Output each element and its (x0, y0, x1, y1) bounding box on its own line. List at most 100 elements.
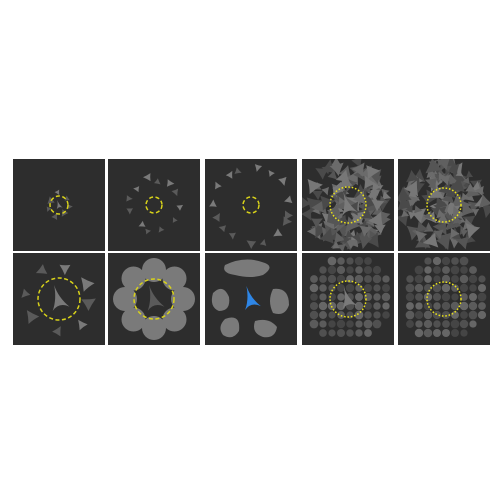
distractor-fragment (429, 184, 444, 199)
target-shape (245, 286, 261, 311)
distractor-disk (121, 266, 146, 291)
target-shape (56, 200, 63, 210)
distractor-disk (319, 275, 327, 283)
distractor-fragment (133, 186, 140, 193)
distractor-fragment (51, 213, 58, 221)
stimulus-dense-disks-target (309, 256, 391, 338)
distractor-fragment (282, 216, 293, 226)
panel-row2-col1 (13, 253, 105, 345)
distractor-disk (478, 302, 486, 310)
distractor-fragment (452, 215, 462, 225)
distractor-disk (433, 275, 441, 283)
distractor-fragment (435, 233, 452, 251)
distractor-disk (441, 328, 451, 338)
distractor-fragment (61, 209, 69, 217)
distractor-disk (460, 293, 468, 301)
distractor-fragment (349, 211, 364, 224)
distractor-fragment (409, 208, 427, 224)
stimulus-small-fragments (46, 189, 73, 221)
distractor-disk (121, 307, 146, 332)
distractor-disk (346, 266, 354, 274)
distractor-fragment (478, 194, 490, 208)
distractor-disk (469, 320, 477, 328)
distractor-disk (405, 292, 415, 302)
distractor-disk (432, 292, 442, 302)
distractor-disk (442, 320, 450, 328)
distractor-disk (414, 283, 424, 293)
distractor-fragment (234, 167, 242, 174)
distractor-fragment (481, 203, 490, 219)
distractor-fragment (176, 204, 184, 211)
distractor-disk (382, 302, 390, 310)
distractor-fragment (218, 225, 227, 233)
distractor-fragment (401, 209, 410, 218)
target-shape (342, 287, 357, 310)
panel-row2-col5 (398, 253, 490, 345)
distractor-fragment (364, 175, 376, 189)
distractor-fragment (172, 217, 178, 223)
distractor-disk (433, 320, 441, 328)
distractor-disk (162, 307, 187, 332)
distractor-disk (451, 284, 459, 292)
stimulus-dense-fragments (398, 159, 490, 251)
distractor-fragment (284, 195, 293, 204)
distractor-fragment (138, 220, 146, 227)
distractor-disk (328, 284, 336, 292)
distractor-disk (309, 301, 319, 311)
distractor-fragment (329, 162, 344, 177)
attention-ring (426, 187, 462, 223)
distractor-disk (441, 274, 451, 284)
distractor-fragment (268, 170, 275, 177)
attention-ring (133, 278, 175, 320)
distractor-fragment (360, 207, 373, 219)
panel-row2-col3 (205, 253, 297, 345)
distractor-disk (336, 319, 346, 329)
distractor-disk (459, 274, 469, 284)
distractor-fragment (455, 169, 464, 177)
distractor-disk (460, 311, 468, 319)
distractor-fragment (424, 177, 438, 190)
distractor-fragment (333, 232, 346, 244)
distractor-fragment (310, 218, 323, 229)
distractor-disk (319, 320, 327, 328)
distractor-fragment (461, 202, 475, 217)
distractor-fragment (433, 229, 444, 240)
distractor-disk (309, 310, 319, 320)
distractor-disk (405, 283, 415, 293)
distractor-disk (364, 257, 372, 265)
attention-ring (329, 280, 367, 318)
distractor-disk (381, 292, 391, 302)
distractor-disk (433, 329, 441, 337)
distractor-disk (171, 287, 195, 311)
distractor-disk (415, 320, 423, 328)
distractor-fragment (278, 176, 287, 186)
attention-ring (242, 196, 260, 214)
distractor-fragment (307, 179, 323, 195)
distractor-fragment (421, 194, 431, 203)
distractor-fragment (306, 197, 322, 214)
distractor-disk (354, 274, 364, 284)
distractor-fragment (455, 236, 470, 250)
distractor-fragment (449, 227, 460, 239)
distractor-disk (415, 302, 423, 310)
distractor-fragment (46, 206, 52, 212)
distractor-disk (337, 284, 345, 292)
distractor-fragment (415, 233, 431, 249)
distractor-fragment (462, 218, 475, 231)
distractor-disk (327, 292, 337, 302)
distractor-fragment (302, 197, 312, 209)
distractor-disk (423, 328, 433, 338)
distractor-disk (327, 265, 337, 275)
distractor-disk (328, 329, 336, 337)
distractor-disk (354, 301, 364, 311)
distractor-disk (459, 301, 469, 311)
distractor-fragment (26, 310, 40, 324)
distractor-fragment (337, 243, 346, 251)
distractor-fragment (225, 170, 233, 179)
distractor-disk (441, 283, 451, 293)
distractor-disk (382, 275, 390, 283)
distractor-disk (373, 302, 381, 310)
distractor-fragment (342, 236, 351, 244)
distractor-disk (459, 283, 469, 293)
distractor-fragment (145, 228, 152, 235)
